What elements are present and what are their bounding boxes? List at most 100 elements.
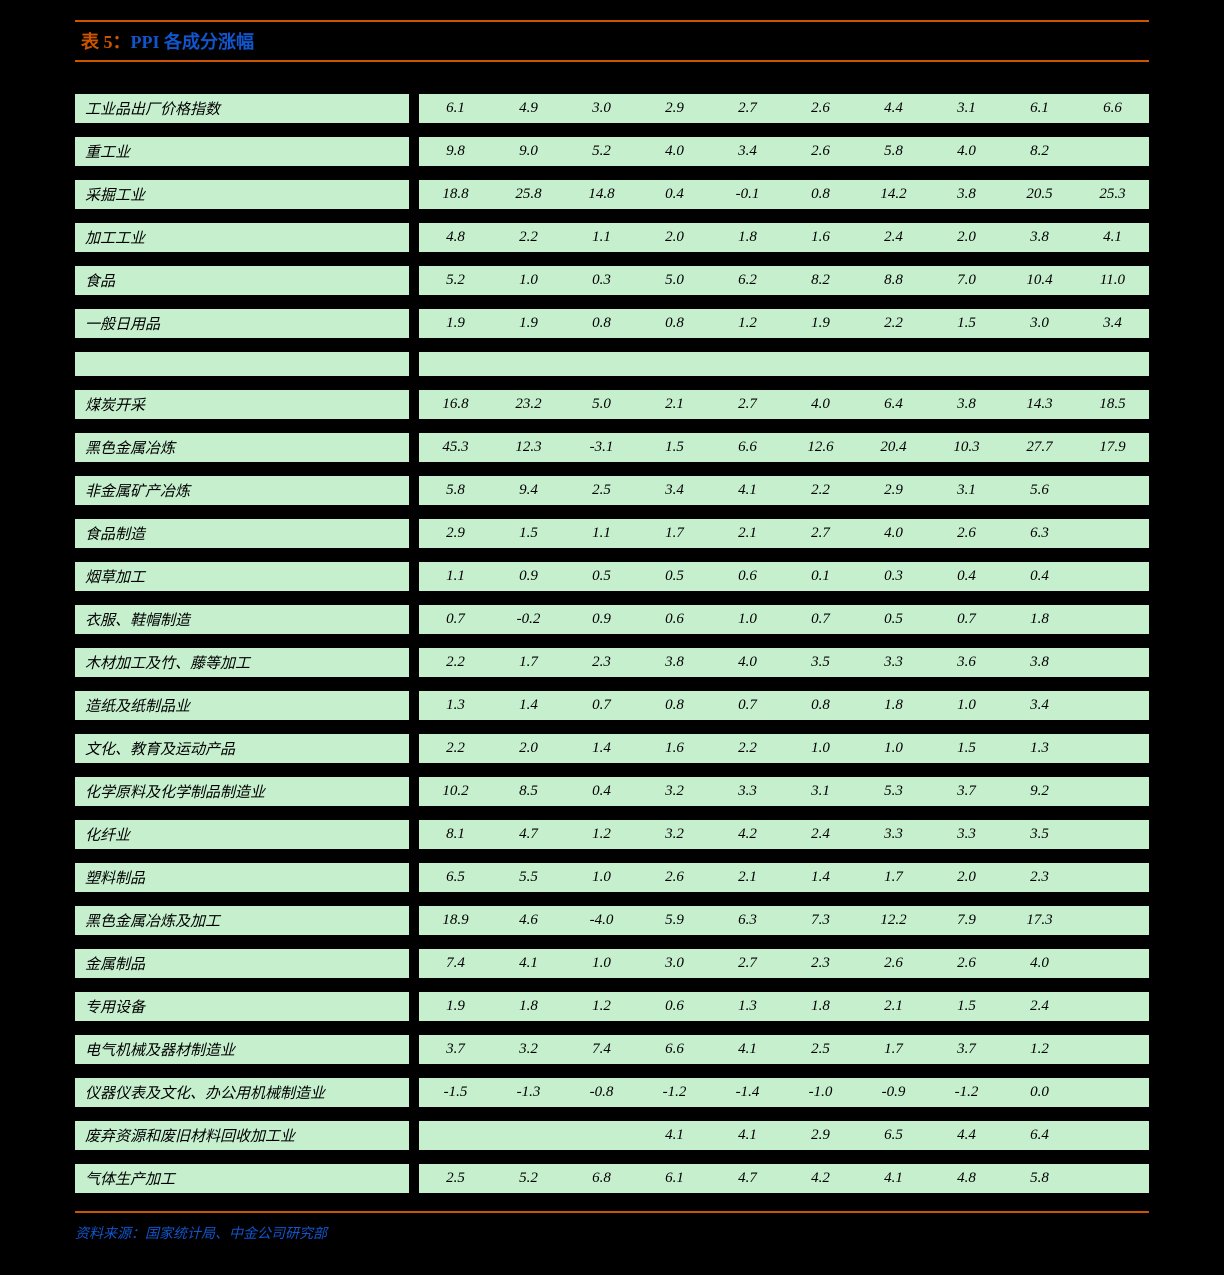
cell-value: 27.7: [1003, 433, 1076, 462]
cell-value: 3.8: [638, 648, 711, 677]
cell-value: 2.9: [638, 94, 711, 123]
column-gap: [409, 605, 419, 634]
cell-value: 4.2: [711, 820, 784, 849]
cell-value: 5.0: [638, 266, 711, 295]
cell-value: 1.5: [638, 433, 711, 462]
cell-value: 2.2: [419, 734, 492, 763]
cell-value: 6.6: [711, 433, 784, 462]
table-row: 塑料制品6.55.51.02.62.11.41.72.02.3: [75, 863, 1149, 892]
cell-value: 7.3: [784, 906, 857, 935]
cell-value: 5.3: [857, 777, 930, 806]
cell-value: 3.8: [1003, 648, 1076, 677]
table-row: 煤炭开采16.823.25.02.12.74.06.43.814.318.5: [75, 390, 1149, 419]
cell-value: 3.1: [930, 94, 1003, 123]
cell-value: 3.4: [1003, 691, 1076, 720]
cell-value: 0.7: [419, 605, 492, 634]
cell-value: -0.1: [711, 180, 784, 209]
cell-value: -0.9: [857, 1078, 930, 1107]
row-label: 塑料制品: [75, 863, 409, 892]
column-gap: [409, 777, 419, 806]
table-row: 化学原料及化学制品制造业10.28.50.43.23.33.15.33.79.2: [75, 777, 1149, 806]
cell-value: 3.3: [857, 820, 930, 849]
row-label: 煤炭开采: [75, 390, 409, 419]
cell-value: 0.4: [930, 562, 1003, 591]
cell-value: 2.1: [711, 863, 784, 892]
cell-value: 5.8: [857, 137, 930, 166]
cell-value: 12.6: [784, 433, 857, 462]
cell-value: 1.0: [930, 691, 1003, 720]
cell-value: 5.8: [1003, 1164, 1076, 1193]
cell-value: 8.5: [492, 777, 565, 806]
cell-value: 1.4: [784, 863, 857, 892]
cell-value: 8.8: [857, 266, 930, 295]
cell-value: 3.4: [711, 137, 784, 166]
cell-value: 0.7: [565, 691, 638, 720]
cell-value: 0.3: [565, 266, 638, 295]
cell-value: [784, 352, 857, 376]
cell-value: 7.9: [930, 906, 1003, 935]
cell-value: 0.7: [784, 605, 857, 634]
cell-value: [1076, 605, 1149, 634]
cell-value: 2.2: [419, 648, 492, 677]
title-prefix: 表 5：: [81, 32, 131, 52]
column-gap: [409, 266, 419, 295]
cell-value: 2.5: [419, 1164, 492, 1193]
cell-value: 1.4: [492, 691, 565, 720]
column-gap: [409, 433, 419, 462]
row-label: 黑色金属冶炼及加工: [75, 906, 409, 935]
cell-value: 5.8: [419, 476, 492, 505]
cell-value: 0.8: [565, 309, 638, 338]
cell-value: 2.0: [930, 863, 1003, 892]
table-row: 电气机械及器材制造业3.73.27.46.64.12.51.73.71.2: [75, 1035, 1149, 1064]
cell-value: 1.9: [419, 992, 492, 1021]
cell-value: 6.1: [638, 1164, 711, 1193]
cell-value: 5.9: [638, 906, 711, 935]
cell-value: 2.6: [784, 137, 857, 166]
cell-value: 1.8: [492, 992, 565, 1021]
cell-value: 25.3: [1076, 180, 1149, 209]
table-row: 衣服、鞋帽制造0.7-0.20.90.61.00.70.50.71.8: [75, 605, 1149, 634]
row-label: 化学原料及化学制品制造业: [75, 777, 409, 806]
row-label: 非金属矿产冶炼: [75, 476, 409, 505]
cell-value: 6.6: [638, 1035, 711, 1064]
table-row: 工业品出厂价格指数6.14.93.02.92.72.64.43.16.16.6: [75, 94, 1149, 123]
column-gap: [409, 992, 419, 1021]
cell-value: [1076, 777, 1149, 806]
cell-value: 6.4: [1003, 1121, 1076, 1150]
row-label: 采掘工业: [75, 180, 409, 209]
cell-value: -0.2: [492, 605, 565, 634]
column-gap: [409, 820, 419, 849]
row-label: 衣服、鞋帽制造: [75, 605, 409, 634]
cell-value: 0.8: [784, 180, 857, 209]
cell-value: 1.5: [930, 734, 1003, 763]
table-row: 气体生产加工2.55.26.86.14.74.24.14.85.8: [75, 1164, 1149, 1193]
cell-value: 2.6: [930, 519, 1003, 548]
cell-value: 6.5: [419, 863, 492, 892]
table-row: 木材加工及竹、藤等加工2.21.72.33.84.03.53.33.63.8: [75, 648, 1149, 677]
cell-value: [1076, 1164, 1149, 1193]
cell-value: 2.5: [565, 476, 638, 505]
cell-value: [492, 1121, 565, 1150]
cell-value: 3.7: [930, 1035, 1003, 1064]
table-row: 烟草加工1.10.90.50.50.60.10.30.40.4: [75, 562, 1149, 591]
source-note: 资料来源：国家统计局、中金公司研究部: [75, 1211, 1149, 1243]
cell-value: [1076, 949, 1149, 978]
cell-value: 1.0: [857, 734, 930, 763]
cell-value: 4.1: [711, 1035, 784, 1064]
cell-value: 9.2: [1003, 777, 1076, 806]
cell-value: 4.7: [492, 820, 565, 849]
column-gap: [409, 1035, 419, 1064]
cell-value: 3.2: [492, 1035, 565, 1064]
ppi-table: 工业品出厂价格指数6.14.93.02.92.72.64.43.16.16.6重…: [75, 80, 1149, 1207]
cell-value: 5.2: [565, 137, 638, 166]
cell-value: 3.6: [930, 648, 1003, 677]
cell-value: 3.3: [711, 777, 784, 806]
cell-value: [1076, 352, 1149, 376]
cell-value: 1.1: [565, 223, 638, 252]
cell-value: [1076, 1121, 1149, 1150]
cell-value: 1.0: [492, 266, 565, 295]
row-label: 烟草加工: [75, 562, 409, 591]
cell-value: -4.0: [565, 906, 638, 935]
cell-value: [1076, 648, 1149, 677]
cell-value: 2.4: [857, 223, 930, 252]
